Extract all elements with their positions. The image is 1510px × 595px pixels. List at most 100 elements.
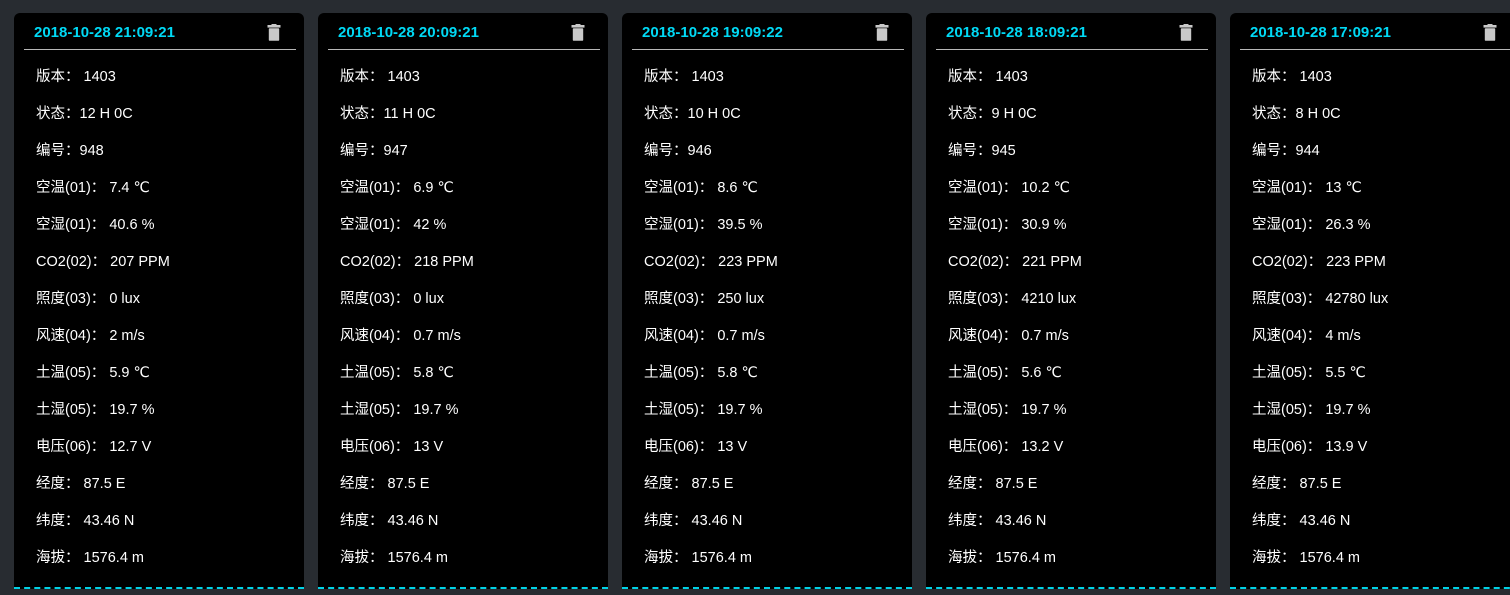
label-version: 版本： [1252,69,1296,85]
value-longitude: 87.5 E [995,476,1038,492]
row-illuminance: 照度(03)： 0 lux [318,281,608,318]
row-latitude: 纬度： 43.46 N [1230,503,1510,540]
sensor-record-card-3: 2018-10-28 19:09:22 版本： 1403 状态：10 H 0C … [622,13,912,589]
row-altitude: 海拔： 1576.4 m [318,540,608,577]
label-status: 状态： [340,106,384,122]
label-illuminance: 照度(03)： [948,291,1018,307]
label-wind-speed: 风速(04)： [340,328,410,344]
value-status: 9 H 0C [991,106,1037,122]
label-illuminance: 照度(03)： [36,291,106,307]
value-illuminance: 250 lux [717,291,765,307]
value-longitude: 87.5 E [387,476,430,492]
row-soil-humidity: 土湿(05)： 19.7 % [318,392,608,429]
label-number: 编号： [340,143,384,159]
row-status: 状态：10 H 0C [622,96,912,133]
value-wind-speed: 2 m/s [109,328,145,344]
trash-icon[interactable] [874,24,890,42]
row-air-temp: 空温(01)： 13 ℃ [1230,170,1510,207]
label-soil-humidity: 土湿(05)： [36,402,106,418]
label-co2: CO2(02)： [1252,254,1323,270]
value-air-humidity: 26.3 % [1325,217,1371,233]
label-soil-humidity: 土湿(05)： [644,402,714,418]
label-soil-humidity: 土湿(05)： [1252,402,1322,418]
label-air-humidity: 空湿(01)： [36,217,106,233]
row-air-humidity: 空湿(01)： 42 % [318,207,608,244]
value-soil-temp: 5.9 ℃ [109,365,150,381]
value-soil-humidity: 19.7 % [717,402,763,418]
label-illuminance: 照度(03)： [1252,291,1322,307]
row-status: 状态：11 H 0C [318,96,608,133]
value-number: 948 [79,143,104,159]
value-voltage: 13 V [717,439,748,455]
label-soil-temp: 土温(05)： [1252,365,1322,381]
row-voltage: 电压(06)： 13 V [622,429,912,466]
label-number: 编号： [948,143,992,159]
card-field-rows: 版本： 1403 状态：8 H 0C 编号：944 空温(01)： 13 ℃ 空… [1230,50,1510,577]
label-altitude: 海拔： [1252,550,1296,566]
label-co2: CO2(02)： [36,254,107,270]
value-soil-temp: 5.8 ℃ [717,365,758,381]
label-altitude: 海拔： [340,550,384,566]
label-number: 编号： [36,143,80,159]
label-latitude: 纬度： [644,513,688,529]
value-latitude: 43.46 N [691,513,743,529]
value-number: 947 [383,143,408,159]
row-voltage: 电压(06)： 13.2 V [926,429,1216,466]
label-version: 版本： [340,69,384,85]
value-wind-speed: 0.7 m/s [413,328,461,344]
label-soil-humidity: 土湿(05)： [340,402,410,418]
trash-icon[interactable] [1178,24,1194,42]
value-illuminance: 42780 lux [1325,291,1389,307]
trash-icon[interactable] [266,24,282,42]
value-soil-temp: 5.6 ℃ [1021,365,1062,381]
label-version: 版本： [36,69,80,85]
label-voltage: 电压(06)： [1252,439,1322,455]
label-status: 状态： [948,106,992,122]
row-voltage: 电压(06)： 13 V [318,429,608,466]
label-longitude: 经度： [340,476,384,492]
row-soil-temp: 土温(05)： 5.9 ℃ [14,355,304,392]
row-longitude: 经度： 87.5 E [318,466,608,503]
value-air-temp: 13 ℃ [1325,180,1362,196]
row-latitude: 纬度： 43.46 N [926,503,1216,540]
row-voltage: 电压(06)： 13.9 V [1230,429,1510,466]
label-altitude: 海拔： [36,550,80,566]
label-soil-temp: 土温(05)： [340,365,410,381]
row-soil-temp: 土温(05)： 5.8 ℃ [318,355,608,392]
label-soil-humidity: 土湿(05)： [948,402,1018,418]
value-illuminance: 0 lux [109,291,140,307]
row-version: 版本： 1403 [622,59,912,96]
value-number: 946 [687,143,712,159]
label-air-humidity: 空湿(01)： [340,217,410,233]
value-co2: 218 PPM [414,254,474,270]
trash-icon[interactable] [1482,24,1498,42]
value-longitude: 87.5 E [83,476,126,492]
row-co2: CO2(02)： 218 PPM [318,244,608,281]
value-wind-speed: 0.7 m/s [1021,328,1069,344]
card-header-1: 2018-10-28 21:09:21 [24,13,296,50]
row-soil-humidity: 土湿(05)： 19.7 % [622,392,912,429]
label-wind-speed: 风速(04)： [36,328,106,344]
value-co2: 221 PPM [1022,254,1082,270]
trash-icon[interactable] [570,24,586,42]
row-number: 编号：944 [1230,133,1510,170]
row-wind-speed: 风速(04)： 0.7 m/s [318,318,608,355]
row-version: 版本： 1403 [1230,59,1510,96]
value-status: 8 H 0C [1295,106,1341,122]
row-status: 状态：12 H 0C [14,96,304,133]
row-illuminance: 照度(03)： 4210 lux [926,281,1216,318]
card-field-rows: 版本： 1403 状态：11 H 0C 编号：947 空温(01)： 6.9 ℃… [318,50,608,577]
row-soil-temp: 土温(05)： 5.8 ℃ [622,355,912,392]
value-air-temp: 10.2 ℃ [1021,180,1070,196]
label-co2: CO2(02)： [948,254,1019,270]
row-altitude: 海拔： 1576.4 m [14,540,304,577]
sensor-record-card-5: 2018-10-28 17:09:21 版本： 1403 状态：8 H 0C 编… [1230,13,1510,589]
label-soil-temp: 土温(05)： [36,365,106,381]
row-status: 状态：8 H 0C [1230,96,1510,133]
label-wind-speed: 风速(04)： [644,328,714,344]
value-altitude: 1576.4 m [83,550,144,566]
label-illuminance: 照度(03)： [340,291,410,307]
label-wind-speed: 风速(04)： [1252,328,1322,344]
row-voltage: 电压(06)： 12.7 V [14,429,304,466]
